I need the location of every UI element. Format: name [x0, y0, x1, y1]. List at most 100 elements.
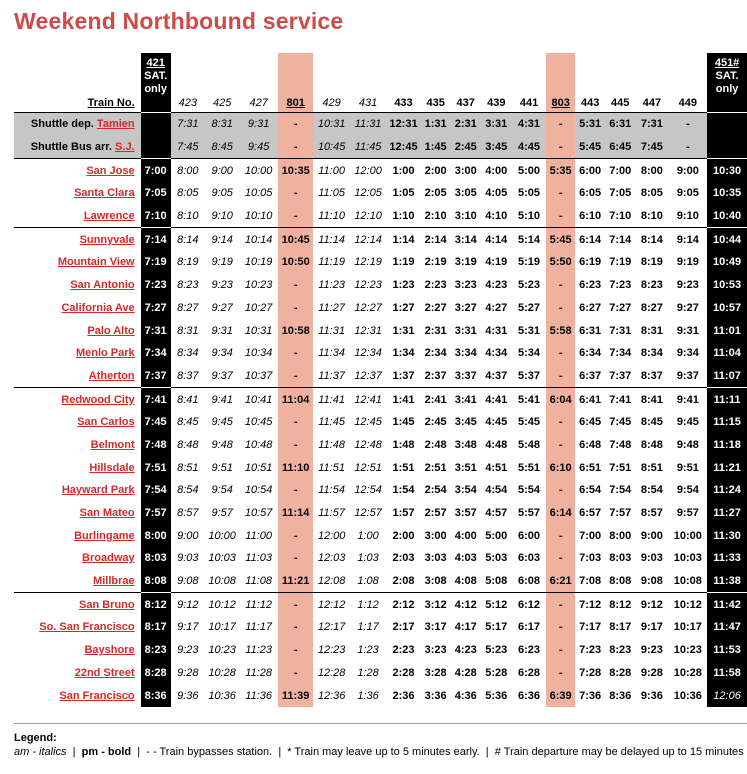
station-link[interactable]: Broadway: [82, 552, 135, 565]
time-cell: 9:00: [205, 158, 240, 183]
time-cell: 9:54: [676, 484, 699, 497]
time-cell: 2:31: [424, 324, 447, 337]
station-row: Redwood City 7:41 8:41 9:41 10:41 11:04 11:41 1…: [14, 387, 747, 411]
time-cell: 3:03: [424, 552, 447, 565]
station-link[interactable]: San Bruno: [79, 598, 135, 611]
station-link[interactable]: San Jose: [86, 164, 135, 177]
time-cell: 11:54: [318, 484, 345, 497]
time-cell: 5:34: [518, 347, 541, 360]
time-cell: 1:08: [357, 575, 379, 588]
station-link[interactable]: Hayward Park: [61, 484, 135, 497]
time-cell: 7:00: [140, 158, 171, 183]
time-cell: 9:03: [177, 552, 199, 565]
time-cell: 2:48: [424, 438, 447, 451]
time-cell: 3:57: [454, 507, 477, 520]
time-cell: 11:10: [277, 456, 314, 479]
station-link[interactable]: San Mateo: [79, 507, 135, 520]
time-cell: 11:36: [245, 689, 272, 702]
time-cell: 1:36: [357, 689, 379, 702]
time-cell: 11:14: [313, 227, 350, 252]
time-cell: 2:17: [392, 621, 415, 634]
time-cell: -: [546, 364, 576, 388]
time-cell: 10:31: [244, 324, 273, 337]
station-link[interactable]: 22nd Street: [74, 666, 135, 679]
station-link[interactable]: Sunnyvale: [79, 233, 135, 246]
time-cell: 11:10: [318, 210, 345, 223]
time-cell: -: [277, 364, 314, 388]
station-link[interactable]: Santa Clara: [74, 187, 135, 200]
station-link[interactable]: Redwood City: [61, 393, 135, 406]
time-cell: 6:31: [605, 111, 636, 136]
station-link[interactable]: So. San Francisco: [39, 621, 135, 634]
time-cell: 3:31: [480, 111, 512, 136]
time-cell: 4:23: [454, 644, 477, 657]
time-cell: -: [546, 135, 576, 159]
time-cell: 2:34: [424, 347, 447, 360]
time-cell: -: [546, 273, 576, 297]
time-cell: 10:28: [673, 666, 702, 679]
time-cell: 3:17: [424, 621, 447, 634]
time-cell: 9:31: [676, 324, 699, 337]
time-cell: 9:05: [676, 187, 699, 200]
station-link[interactable]: Mountain View: [57, 256, 135, 269]
time-cell: 10:54: [244, 484, 273, 497]
time-cell: 2:03: [392, 552, 415, 565]
time-cell: 7:23: [609, 279, 632, 292]
station-link[interactable]: San Antonio: [70, 279, 135, 292]
station-link[interactable]: Bayshore: [84, 644, 135, 657]
shuttle-station-link[interactable]: Tamien: [96, 118, 135, 131]
time-cell: 10:00: [239, 158, 278, 183]
time-cell: 8:10: [177, 210, 199, 223]
time-cell: 4:45: [485, 416, 508, 429]
time-cell: 7:00: [579, 529, 602, 542]
time-cell: 7:19: [609, 256, 632, 269]
time-cell: 7:48: [609, 438, 632, 451]
station-link[interactable]: Palo Alto: [87, 324, 135, 337]
time-cell: 1:31: [392, 324, 415, 337]
time-cell: 2:27: [424, 301, 447, 314]
station-link[interactable]: California Ave: [61, 301, 135, 314]
time-cell: 9:41: [668, 387, 708, 411]
shuttle-station-link[interactable]: S.J.: [115, 141, 135, 154]
station-link[interactable]: Lawrence: [83, 210, 135, 223]
legend-hash: # Train departure may be delayed up to 1…: [494, 746, 744, 758]
time-cell: 7:14: [605, 227, 636, 252]
time-cell: 3:41: [450, 387, 481, 411]
station-link[interactable]: Belmont: [90, 438, 135, 451]
time-cell: 9:36: [640, 689, 663, 702]
station-name-cell: Bayshore: [14, 639, 141, 662]
station-link[interactable]: Millbrae: [93, 575, 135, 588]
time-cell: 4:27: [485, 301, 508, 314]
time-cell: 9:54: [211, 484, 233, 497]
station-name-cell: 22nd Street: [14, 662, 141, 685]
station-link[interactable]: Hillsdale: [89, 461, 135, 474]
time-cell: 6:12: [511, 592, 547, 617]
time-cell: 4:48: [485, 438, 508, 451]
station-link[interactable]: Menlo Park: [75, 347, 135, 360]
station-link[interactable]: Burlingame: [74, 529, 135, 542]
train-no-label: Train No.: [87, 97, 135, 109]
station-link[interactable]: San Francisco: [59, 689, 135, 702]
time-cell: 2:23: [392, 644, 415, 657]
time-cell: 8:23: [177, 279, 199, 292]
time-cell: 9:48: [211, 438, 233, 451]
train-number-6: 431: [358, 97, 378, 109]
time-cell: 11:48: [318, 438, 345, 451]
time-cell: 7:54: [140, 479, 171, 502]
station-name-cell: So. San Francisco: [14, 616, 141, 639]
time-cell: 4:12: [450, 592, 481, 617]
station-link[interactable]: San Carlos: [77, 416, 135, 429]
train-number-17: 451# SAT. only: [707, 53, 747, 113]
station-name-cell: San Jose: [14, 158, 141, 183]
train-number-11: 441: [519, 97, 539, 109]
station-link[interactable]: Atherton: [88, 369, 135, 382]
time-cell: 5:41: [511, 387, 547, 411]
time-cell: 7:31: [609, 324, 632, 337]
time-cell: 8:48: [177, 438, 199, 451]
train-number-4: 801: [277, 53, 314, 113]
time-cell: 11:28: [245, 666, 272, 679]
train-number-2: 425: [212, 97, 232, 109]
time-cell: 5:37: [518, 369, 541, 382]
time-cell: 9:51: [676, 461, 699, 474]
time-cell: 1:05: [392, 187, 415, 200]
